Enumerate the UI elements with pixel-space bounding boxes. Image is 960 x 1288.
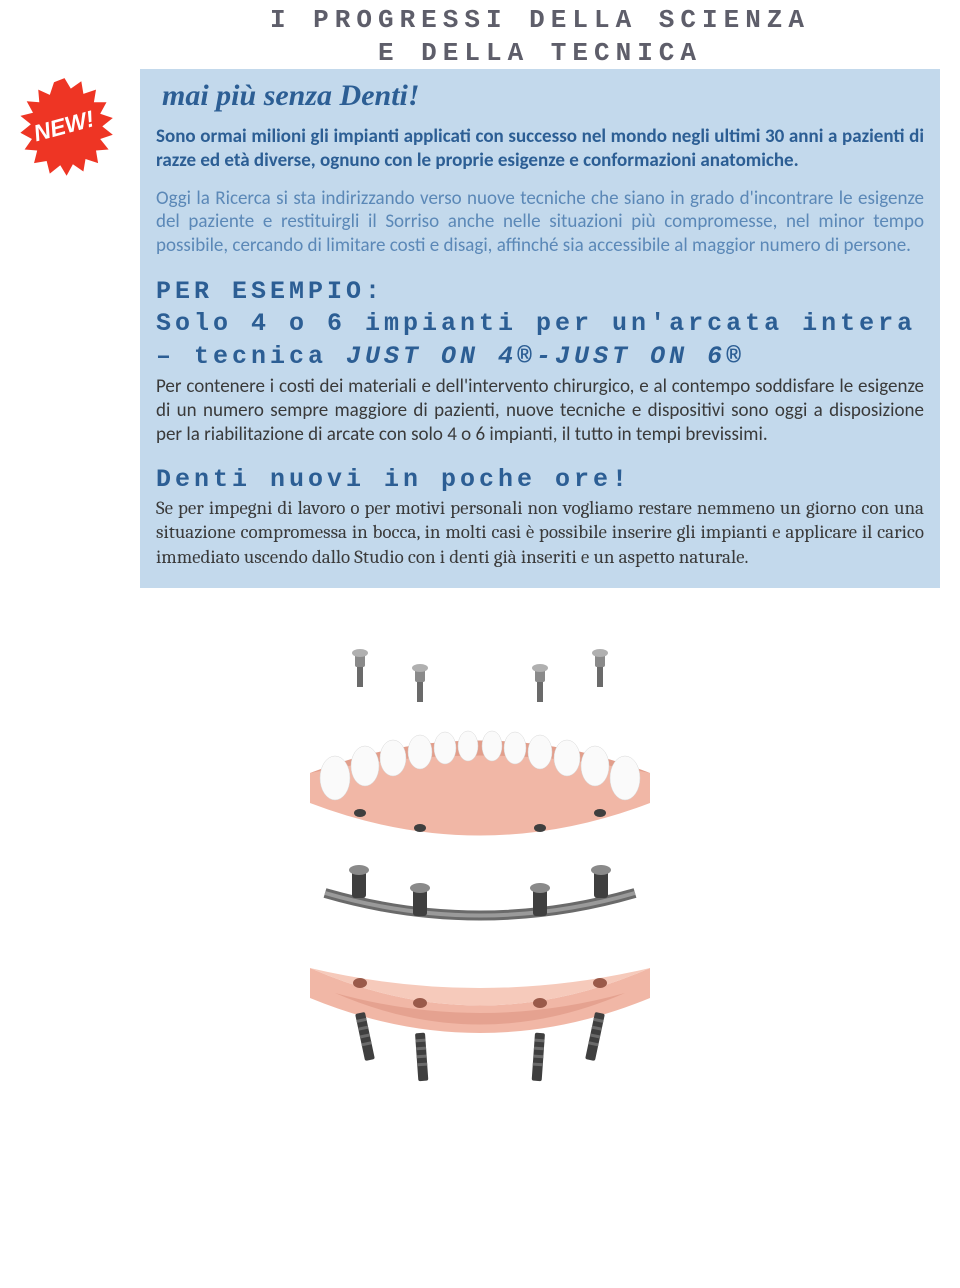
page-title: I PROGRESSI DELLA SCIENZA E DELLA TECNIC… [140, 4, 940, 69]
upper-prosthesis [310, 731, 650, 836]
subtitle: mai più senza Denti! [162, 79, 924, 113]
top-screws [352, 649, 608, 702]
research-paragraph: Oggi la Ricerca si sta indirizzando vers… [156, 187, 924, 258]
metal-bar [325, 865, 635, 916]
intro-paragraph: Sono ormai milioni gli impianti applicat… [156, 125, 924, 173]
section-1-head-line2b: JUST ON 4®-JUST ON 6® [346, 342, 745, 371]
content-panel: mai più senza Denti! Sono ormai milioni … [140, 69, 940, 588]
title-line-2: E DELLA TECNICA [378, 38, 702, 68]
section-1-heading: PER ESEMPIO: Solo 4 o 6 impianti per un'… [156, 276, 924, 374]
new-badge-icon: NEW! [12, 76, 117, 181]
section-2-body: Se per impegni di lavoro o per motivi pe… [156, 496, 924, 570]
lower-gum [310, 968, 650, 1081]
title-line-1: I PROGRESSI DELLA SCIENZA [270, 5, 810, 35]
section-1-body: Per contenere i costi dei materiali e de… [156, 375, 924, 446]
section-1-head-line1: PER ESEMPIO: [156, 277, 384, 306]
section-2-heading: Denti nuovi in poche ore! [156, 465, 924, 494]
dental-implant-illustration [240, 638, 720, 1098]
